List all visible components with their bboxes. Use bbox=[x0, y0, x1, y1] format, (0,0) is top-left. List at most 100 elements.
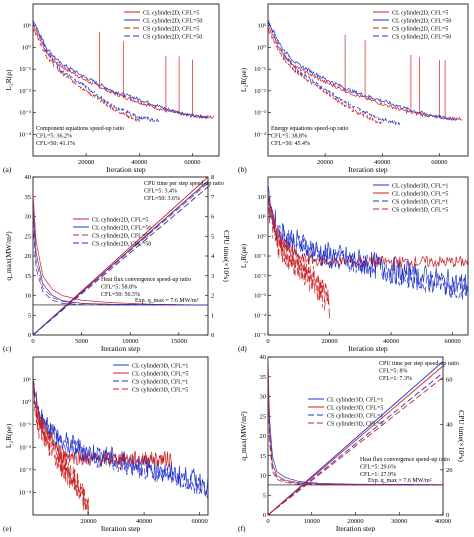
annotation-line: CFL=5: 29.6% bbox=[360, 465, 396, 471]
panel-c: 0 5000 10000 150000510152025303540Iteration… bbox=[3, 174, 231, 353]
y-tick-label: 10⁻⁴ bbox=[254, 312, 267, 319]
x-axis-label: Iteration step bbox=[101, 524, 141, 532]
legend-entry: CS cylinder2D, CFL=50 bbox=[392, 34, 451, 40]
legend-entry: CL cylinder3D, CFL=1 bbox=[327, 397, 383, 403]
y-tick-label: 15 bbox=[25, 273, 32, 280]
x-axis-label: Iteration step bbox=[348, 344, 388, 353]
legend-entry: CL cylinder2D, CFL=5 bbox=[143, 10, 199, 16]
cpu-line bbox=[268, 361, 443, 515]
y-tick-label: 10⁰ bbox=[257, 44, 267, 51]
y-tick-label: 10⁻² bbox=[19, 88, 31, 95]
cpu-line bbox=[268, 365, 443, 515]
y-tick-label: 25 bbox=[25, 233, 32, 240]
annotation-line: CFL=1: 27.9% bbox=[360, 472, 396, 478]
legend-entry: CS cylinder3D, CFL=5 bbox=[327, 421, 383, 427]
legend-entry: CS cylinder3D, CFL=1 bbox=[392, 199, 448, 205]
y-tick-label: 10⁻³ bbox=[19, 467, 31, 474]
y-tick-label: 10⁻² bbox=[254, 88, 266, 95]
panel-e: 20000 40000 60000 10⁻⁴ 10⁻³ 10⁻² 10⁻¹ 10⁰ 10¹ Ite… bbox=[3, 356, 209, 533]
legend-entry: CS cylinder2D, CFL=5 bbox=[143, 26, 199, 32]
y-axis-label: q_max(MW/m²) bbox=[4, 231, 13, 281]
panel-d: 0 20000 40000 60000 10⁻⁵ 10⁻⁴ 10⁻³ 10⁻² 10⁻¹ 10⁰ 1… bbox=[238, 176, 469, 353]
annotation-line: Heat flux convergence speed-up ratio bbox=[360, 456, 450, 463]
y-tick-label: 10⁻⁵ bbox=[254, 332, 266, 339]
legend: CL cylinder3D, CFL=1 CL cylinder3D, CFL=5… bbox=[373, 183, 448, 213]
cpu-line bbox=[33, 182, 208, 335]
x-axis-label: Iteration step bbox=[101, 344, 141, 353]
y-tick-label: 10¹ bbox=[23, 377, 32, 384]
annotation-top-line: CFL=50: 3.6% bbox=[144, 196, 180, 202]
y2-axis-label: CPU time(×10³s) bbox=[222, 230, 231, 282]
panel-a: 20000 40000 60000 10⁻⁴ 10⁻³ 10⁻² 10⁻¹ 10⁰ 10¹ Ite… bbox=[3, 3, 220, 174]
x-tick-label: 40000 bbox=[136, 518, 152, 525]
x-tick-label: 30000 bbox=[391, 518, 407, 525]
annotation-line: Heat flux convergence speed-up ratio bbox=[101, 276, 191, 283]
y-tick-label: 10⁻¹ bbox=[19, 66, 31, 73]
series-line-0 bbox=[268, 184, 468, 298]
legend: CL cylinder2D, CFL=5 CL cylinder2D, CFL=5… bbox=[124, 10, 202, 40]
y-tick-label: 10⁻⁴ bbox=[19, 489, 32, 496]
y-tick-label: 10⁻³ bbox=[254, 110, 266, 117]
y-tick-label: 40 bbox=[260, 354, 267, 361]
x-tick-label: 20000 bbox=[317, 159, 333, 166]
y-tick-label: 0 bbox=[28, 332, 31, 339]
y-axis-label: L₂R(ρe) bbox=[239, 67, 248, 92]
x-tick-label: 0 bbox=[266, 338, 269, 345]
legend-entry: CS cylinder2D, CFL=5 bbox=[392, 26, 448, 32]
series-line-2 bbox=[268, 27, 383, 126]
panel-b: 20000 40000 60000 10⁻⁴ 10⁻³ 10⁻² 10⁻¹ 10⁰ 10¹ Ite… bbox=[238, 3, 469, 174]
y2-tick-label: 3 bbox=[211, 273, 214, 280]
y-tick-label: 10 bbox=[25, 293, 32, 300]
x-tick-label: 20000 bbox=[78, 159, 94, 166]
legend-entry: CS cylinder3D, CFL=5 bbox=[132, 387, 188, 393]
y2-tick-label: 40 bbox=[446, 422, 453, 429]
y-tick-label: 15 bbox=[260, 453, 267, 460]
y2-tick-label: 20 bbox=[446, 467, 453, 474]
panel-f: 0 10000 20000 30000 400000510152025303540Ite… bbox=[238, 354, 466, 533]
x-tick-label: 60000 bbox=[444, 338, 460, 345]
plot-area bbox=[33, 380, 208, 515]
legend-entry: CL cylinder3D, CFL=5 bbox=[327, 405, 383, 411]
annotation-line: CFL=50: 41.1% bbox=[36, 141, 75, 147]
panel-label: (d) bbox=[238, 344, 247, 353]
y-axis-label: L₂R(ρ) bbox=[4, 69, 13, 90]
x-axis-label: Iteration step bbox=[348, 165, 388, 174]
x-tick-label: 20000 bbox=[347, 518, 363, 525]
exp-label: Exp. q_max = 7.6 MW/m² bbox=[368, 478, 432, 484]
plot-area bbox=[33, 177, 208, 335]
x-tick-label: 20000 bbox=[321, 338, 337, 345]
annotation-top-line: CFL=5: 3.4% bbox=[144, 189, 177, 195]
y-tick-label: 10⁻⁴ bbox=[19, 131, 32, 138]
legend-entry: CS cylinder2D, CFL=50 bbox=[92, 241, 151, 247]
y-axis-label: L₂R(ρe) bbox=[239, 243, 248, 268]
series-line-1 bbox=[33, 18, 209, 120]
legend-entry: CL cylinder2D, CFL=50 bbox=[92, 225, 151, 231]
panel-label: (a) bbox=[3, 165, 12, 174]
legend-entry: CS cylinder3D, CFL=5 bbox=[392, 207, 448, 213]
x-tick-label: 40000 bbox=[383, 338, 399, 345]
y2-tick-label: 6 bbox=[211, 214, 215, 221]
annotation-line: CFL=50: 45.4% bbox=[271, 141, 310, 147]
x-tick-label: 40000 bbox=[374, 159, 390, 166]
y-tick-label: 5 bbox=[28, 312, 31, 319]
x-tick-label: 20000 bbox=[80, 518, 96, 525]
x-tick-label: 15000 bbox=[171, 338, 187, 345]
legend-entry: CL cylinder3D, CFL=5 bbox=[392, 191, 448, 197]
y-tick-label: 20 bbox=[25, 253, 32, 260]
axes-frame bbox=[267, 356, 444, 516]
axes-frame bbox=[32, 3, 220, 157]
series-line-3 bbox=[268, 372, 443, 486]
annotation-top-line: CFL=1: 7.3% bbox=[379, 376, 412, 382]
legend-entry: CL cylinder2D, CFL=50 bbox=[143, 18, 202, 24]
y-tick-label: 10² bbox=[258, 194, 267, 201]
panel-label: (f) bbox=[238, 524, 246, 532]
y-tick-label: 10¹ bbox=[258, 23, 267, 30]
y-tick-label: 0 bbox=[263, 512, 266, 519]
y-axis-label: L₂R(ρe) bbox=[4, 423, 13, 448]
x-axis-label: Iteration step bbox=[106, 165, 146, 174]
series-line-1 bbox=[268, 18, 457, 121]
y-tick-label: 10⁻² bbox=[19, 444, 31, 451]
plot-area bbox=[268, 357, 443, 515]
